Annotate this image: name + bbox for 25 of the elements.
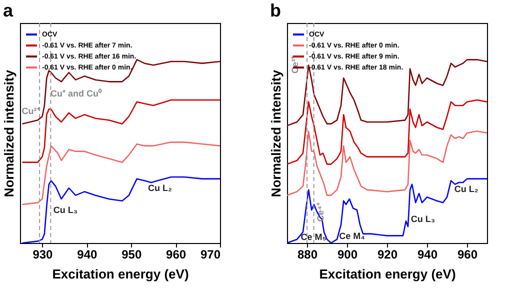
- chart-title: b: [270, 0, 281, 20]
- y-axis-title: Normalized intensity: [2, 69, 16, 198]
- annotation: Cu L₃: [410, 214, 436, 224]
- annotation: Cu⁺ and Cu⁰: [50, 88, 102, 98]
- annotation: Ce M₄: [339, 230, 365, 241]
- annotation: Cu L₂: [148, 183, 172, 193]
- x-tick-label: 940: [417, 248, 438, 262]
- x-tick-label: 960: [166, 248, 186, 262]
- x-tick-label: 940: [77, 248, 98, 262]
- x-tick-label: 930: [32, 248, 54, 262]
- x-tick-label: 950: [122, 248, 142, 262]
- annotation: Cu L₂: [454, 184, 478, 194]
- x-tick-label: 960: [457, 248, 478, 262]
- x-tick-label: 880: [297, 248, 318, 262]
- x-axis-title: Excitation energy (eV): [52, 266, 189, 282]
- chart-title: a: [3, 0, 14, 20]
- annotation: Cu²⁺: [22, 106, 40, 116]
- annotation: Ce⁴⁺: [315, 202, 326, 222]
- x-tick-label: 920: [377, 248, 398, 262]
- x-tick-label: 970: [200, 248, 221, 262]
- x-axis-title: Excitation energy (eV): [319, 266, 456, 282]
- y-axis-title: Normalized intensity: [268, 69, 284, 198]
- x-tick-label: 900: [337, 248, 358, 262]
- annotation: Ce M₅: [300, 232, 326, 242]
- annotation: Cu L₃: [53, 205, 78, 215]
